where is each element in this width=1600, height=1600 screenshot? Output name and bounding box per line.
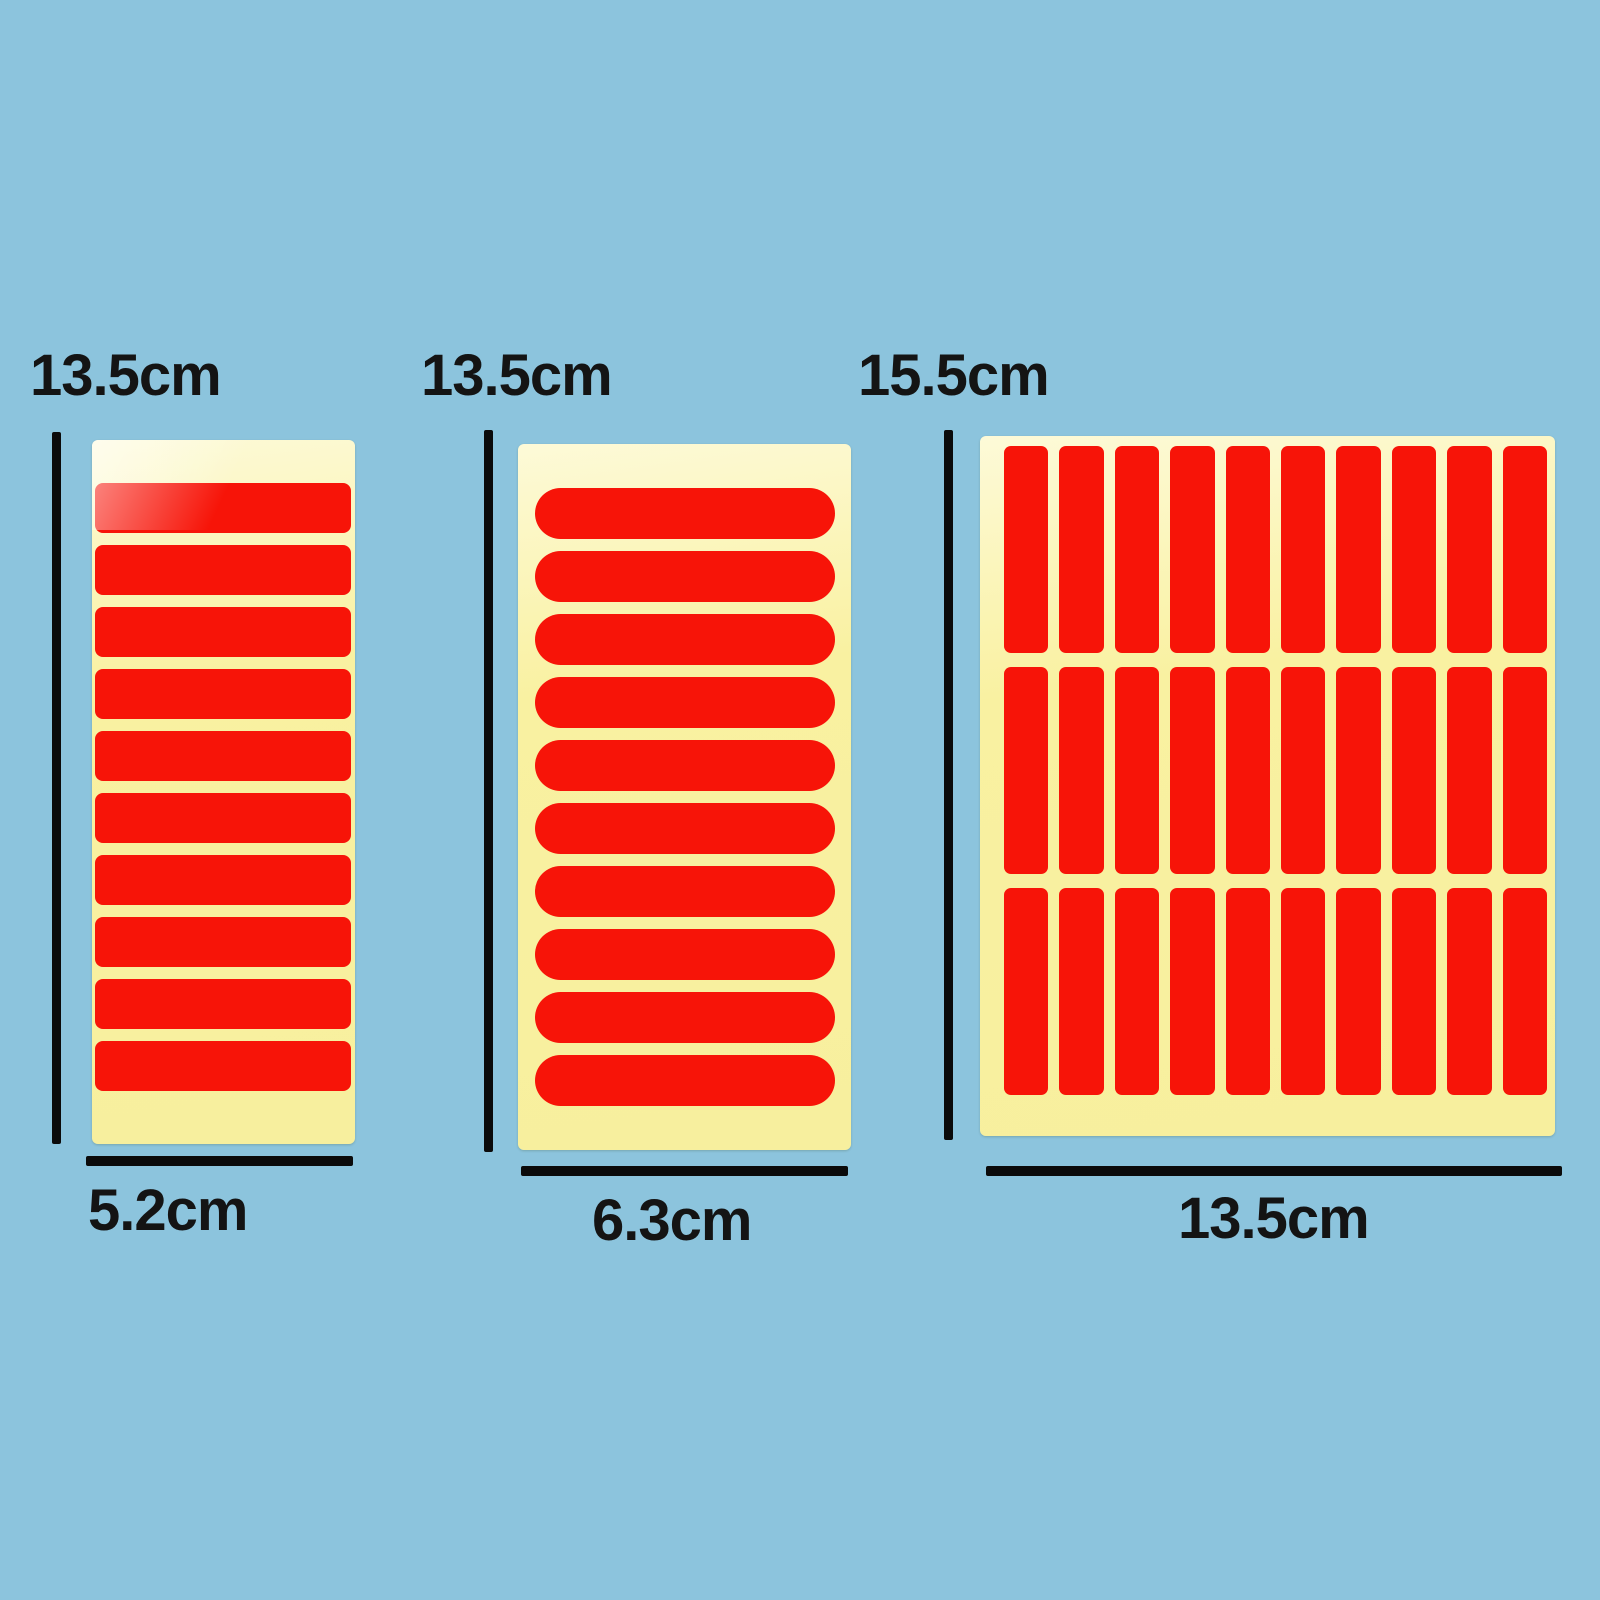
sticker-strip bbox=[535, 551, 835, 602]
sticker-strip bbox=[535, 1055, 835, 1106]
sticker-strip bbox=[1447, 667, 1492, 874]
sticker-strip bbox=[1114, 446, 1160, 653]
sticker-strip bbox=[95, 793, 351, 843]
sticker-strip bbox=[1281, 888, 1326, 1095]
sticker-sheet-left bbox=[92, 440, 355, 1144]
sticker-strip bbox=[1447, 446, 1492, 653]
height-label-right: 15.5cm bbox=[858, 343, 1050, 408]
sticker-sheet-middle bbox=[518, 444, 851, 1150]
sticker-strip bbox=[1336, 446, 1381, 653]
sticker-strip bbox=[1170, 888, 1215, 1095]
sticker-strip bbox=[1170, 667, 1215, 874]
sticker-strip bbox=[95, 917, 351, 967]
sticker-strip bbox=[535, 803, 835, 854]
sticker-strip bbox=[95, 545, 351, 595]
width-dimension-line-right bbox=[986, 1166, 1562, 1176]
sticker-strip bbox=[1281, 667, 1326, 874]
width-label-left: 5.2cm bbox=[88, 1178, 248, 1243]
sticker-strip bbox=[95, 607, 351, 657]
width-dimension-line-left bbox=[86, 1156, 353, 1166]
sticker-strip bbox=[535, 614, 835, 665]
sticker-strip bbox=[1170, 446, 1215, 653]
height-label-middle: 13.5cm bbox=[421, 343, 613, 408]
sticker-strip bbox=[1447, 888, 1492, 1095]
sticker-sheet-right bbox=[980, 436, 1555, 1136]
height-dimension-line-left bbox=[52, 432, 61, 1144]
sticker-strip bbox=[1004, 446, 1049, 653]
height-dimension-line-right bbox=[944, 430, 953, 1140]
sticker-strip bbox=[1004, 667, 1049, 874]
sticker-strip bbox=[95, 1041, 351, 1091]
sticker-strip bbox=[1114, 888, 1160, 1095]
sticker-strip bbox=[1225, 667, 1270, 874]
width-dimension-line-middle bbox=[521, 1166, 848, 1176]
sticker-strip bbox=[535, 677, 835, 728]
height-label-left: 13.5cm bbox=[30, 343, 222, 408]
sticker-strip bbox=[1114, 667, 1160, 874]
sticker-strip bbox=[1059, 888, 1104, 1095]
sticker-strip bbox=[535, 740, 835, 791]
sticker-strip bbox=[1391, 888, 1437, 1095]
sticker-strip bbox=[95, 669, 351, 719]
sticker-strip bbox=[1391, 446, 1437, 653]
sticker-strip bbox=[95, 855, 351, 905]
sticker-strip bbox=[95, 979, 351, 1029]
sticker-strip bbox=[1391, 667, 1437, 874]
sticker-strip bbox=[535, 866, 835, 917]
sticker-strip bbox=[535, 929, 835, 980]
sticker-strip bbox=[535, 488, 835, 539]
sticker-strip bbox=[1225, 888, 1270, 1095]
sticker-strip bbox=[1336, 667, 1381, 874]
width-label-middle: 6.3cm bbox=[592, 1188, 752, 1253]
height-dimension-line-middle bbox=[484, 430, 493, 1152]
sticker-strip bbox=[1281, 446, 1326, 653]
sticker-strip bbox=[1225, 446, 1270, 653]
sticker-strip bbox=[1059, 446, 1104, 653]
sticker-strip bbox=[1336, 888, 1381, 1095]
sticker-strip bbox=[1502, 888, 1547, 1095]
width-label-right: 13.5cm bbox=[1178, 1186, 1370, 1251]
sticker-strip bbox=[1502, 667, 1547, 874]
sticker-strip bbox=[1004, 888, 1049, 1095]
sticker-strip bbox=[95, 483, 351, 533]
sticker-strip bbox=[95, 731, 351, 781]
sticker-strip bbox=[1059, 667, 1104, 874]
sticker-strip bbox=[535, 992, 835, 1043]
sticker-strip bbox=[1502, 446, 1547, 653]
